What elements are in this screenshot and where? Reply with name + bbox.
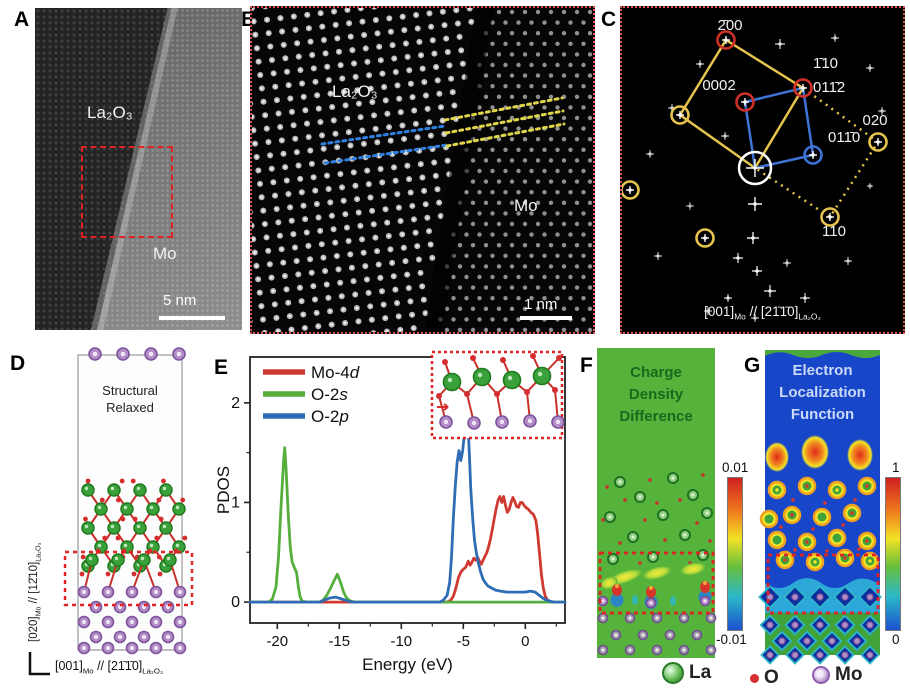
legend-entry-O-2p: O-2p: [311, 407, 349, 426]
panel-c-letter: C: [601, 8, 617, 31]
subscript-text: Mo: [34, 606, 43, 617]
g-title-line1: Electron: [792, 362, 853, 379]
orientation-relation: [001]Mo // [21̄1̄0]La₂O₃: [622, 304, 903, 322]
panel-f-letter: F: [580, 354, 593, 377]
mo-label: Mo: [153, 244, 177, 263]
scalebar-label: 1 nm: [524, 296, 558, 313]
structure-title-line1: Structural: [102, 383, 158, 398]
index-text: [020]: [28, 616, 40, 642]
legend-entry-Mo-4d: Mo-4d: [311, 363, 360, 382]
f-colorbar: [727, 477, 743, 631]
scalebar-label: 5 nm: [163, 292, 197, 309]
la-atom-icon: [662, 662, 684, 684]
g-colorbar: [885, 477, 901, 631]
x-tick-label: -15: [328, 633, 350, 650]
panel-g-elf-map: [758, 350, 882, 665]
pdos-curve-O-2p: [248, 413, 567, 604]
index-text: [001]: [55, 659, 83, 673]
x-tick-label: -10: [390, 633, 412, 650]
x-tick-label: 0: [521, 633, 529, 650]
index-text: [001]: [704, 304, 735, 319]
o-atom-icon: [750, 673, 759, 683]
index-text: [12̄10]: [28, 561, 40, 594]
la-legend-label: La: [689, 662, 712, 683]
la2o3-label: La₂O₃: [332, 82, 378, 101]
diffraction-index-label: 0002: [702, 77, 735, 94]
index-text: [21̄1̄0]: [760, 304, 799, 319]
diffraction-index-label: 020: [862, 112, 887, 129]
x-axis-label: Energy (eV): [362, 655, 453, 674]
scalebar: [159, 316, 225, 320]
panel-e-pdos-chart: -20 -15 -10 -5 0 0 1 2 Mo-4d O-2s O-2p Energy (eV) P…: [215, 350, 567, 674]
g-title-line3: Function: [790, 406, 855, 423]
scalebar: [520, 316, 572, 320]
atomic-lattice-graphic: [252, 8, 593, 332]
panel-g-letter: G: [744, 354, 761, 377]
y-tick-label: 2: [231, 395, 240, 412]
horizontal-axis-label: [001]Mo // [21̄1̄0]La₂O₃: [55, 659, 163, 676]
subscript-text: La₂O₃: [34, 542, 43, 562]
structure-title-line2: Relaxed: [106, 400, 154, 415]
subscript-text: La₂O₃: [798, 311, 821, 322]
f-title-line2: Density: [628, 386, 684, 403]
mo-legend-label: Mo: [835, 664, 863, 685]
y-axis-label: PDOS: [215, 466, 233, 514]
g-colorbar-max: 1: [892, 460, 900, 475]
subscript-text: La₂O₃: [142, 666, 164, 676]
index-text: [21̄1̄0]: [107, 659, 143, 673]
la2o3-label: La₂O₃: [87, 103, 133, 122]
mo-label: Mo: [514, 196, 538, 215]
subscript-text: Mo: [734, 311, 746, 322]
panel-b-hrtem-image: La₂O₃ Mo 1 nm: [250, 6, 595, 334]
vertical-axis-label: [020]Mo // [12̄10]La₂O₃: [28, 543, 42, 642]
index-text: //: [28, 593, 40, 607]
panel-c-diffraction-pattern: 2̄00 0002 1̄10 011̄2 020 011̄0 110 [001]Mo // …: [620, 6, 905, 334]
index-text: //: [93, 659, 108, 673]
panel-f-charge-density-map: [597, 348, 717, 658]
index-text: //: [745, 304, 761, 319]
diffraction-index-label: 1̄10: [813, 55, 838, 72]
o-legend-label: O: [764, 667, 779, 688]
legend-item-la: La: [662, 662, 711, 684]
y-tick-label: 0: [231, 594, 240, 611]
diffraction-index-label: 011̄0: [828, 129, 860, 146]
g-title-line2: Localization: [779, 384, 866, 401]
y-tick-label: 1: [231, 494, 240, 511]
roi-dashed-box: [81, 146, 173, 238]
panel-a-tem-image: La₂O₃ Mo 5 nm: [35, 8, 242, 330]
atom-legend: La O Mo: [640, 658, 900, 694]
subscript-text: Mo: [82, 666, 94, 676]
panel-a-letter: A: [14, 8, 30, 31]
f-colorbar-min: -0.01: [716, 632, 747, 647]
panel-d-letter: D: [10, 352, 26, 375]
panel-d-structure-model: [28, 347, 194, 676]
f-title-line1: Charge: [630, 364, 682, 381]
f-title-line3: Difference: [619, 408, 693, 425]
panel-e-letter: E: [214, 356, 229, 379]
x-tick-label: -5: [457, 633, 470, 650]
f-colorbar-max: 0.01: [722, 460, 749, 475]
diffraction-index-label: 011̄2: [813, 79, 845, 96]
diffraction-index-label: 110: [822, 223, 846, 240]
legend-entry-O-2s: O-2s: [311, 385, 348, 404]
mo-atom-icon: [812, 666, 830, 684]
pdos-curve-Mo-4d: [248, 495, 567, 604]
pdos-curve-O-2s: [248, 446, 567, 604]
diffraction-index-label: 2̄00: [717, 17, 742, 34]
legend-item-o: O: [750, 667, 779, 689]
legend-item-mo: Mo: [812, 664, 862, 686]
g-colorbar-min: 0: [892, 632, 900, 647]
x-tick-label: -20: [266, 633, 288, 650]
